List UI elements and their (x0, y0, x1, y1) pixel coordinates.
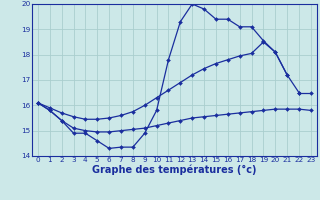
X-axis label: Graphe des températures (°c): Graphe des températures (°c) (92, 165, 257, 175)
